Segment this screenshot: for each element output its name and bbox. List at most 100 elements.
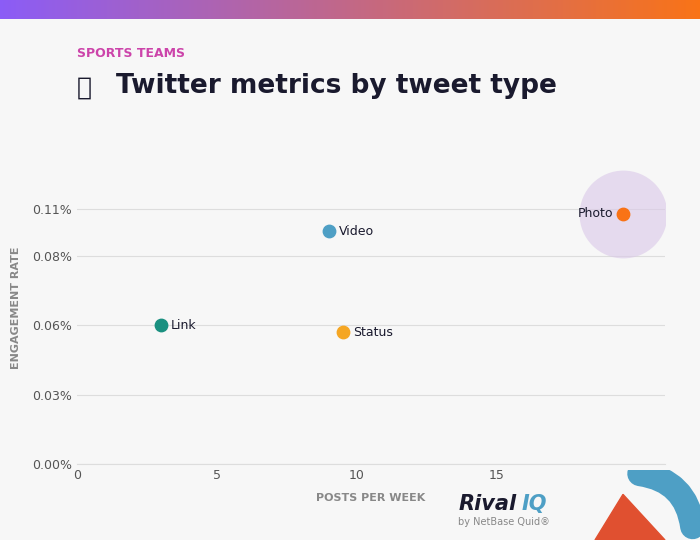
Bar — [99, 0, 101, 19]
Bar — [169, 0, 172, 19]
Bar — [218, 0, 221, 19]
Bar — [90, 0, 93, 19]
Bar — [120, 0, 123, 19]
Bar — [328, 0, 331, 19]
Bar — [396, 0, 399, 19]
Bar — [440, 0, 443, 19]
Bar — [366, 0, 369, 19]
Bar — [129, 0, 132, 19]
Bar — [492, 0, 495, 19]
Bar — [0, 0, 3, 19]
Bar — [227, 0, 230, 19]
Bar — [410, 0, 413, 19]
Bar — [69, 0, 71, 19]
Bar — [93, 0, 96, 19]
Bar — [454, 0, 456, 19]
Bar — [391, 0, 393, 19]
Bar — [159, 0, 161, 19]
Bar — [214, 0, 216, 19]
Bar — [244, 0, 246, 19]
FancyArrowPatch shape — [640, 474, 693, 526]
Bar — [566, 0, 568, 19]
Bar — [596, 0, 598, 19]
Bar — [221, 0, 224, 19]
Bar — [432, 0, 435, 19]
Bar — [205, 0, 208, 19]
Bar — [25, 0, 27, 19]
Bar — [123, 0, 126, 19]
Bar — [232, 0, 235, 19]
Bar — [16, 0, 19, 19]
Bar — [197, 0, 199, 19]
Bar — [482, 0, 484, 19]
Bar — [429, 0, 432, 19]
Bar — [191, 0, 194, 19]
Point — [337, 328, 349, 336]
Text: Status: Status — [353, 326, 393, 339]
Bar — [57, 0, 60, 19]
Bar — [118, 0, 120, 19]
Bar — [336, 0, 339, 19]
Bar — [276, 0, 279, 19]
Bar — [142, 0, 145, 19]
Bar — [697, 0, 700, 19]
Bar — [361, 0, 364, 19]
Bar — [326, 0, 328, 19]
Bar — [405, 0, 407, 19]
Bar — [55, 0, 57, 19]
Bar — [211, 0, 214, 19]
Bar — [3, 0, 6, 19]
Bar — [462, 0, 465, 19]
Bar — [189, 0, 191, 19]
Bar — [506, 0, 509, 19]
Text: by NetBase Quid®: by NetBase Quid® — [458, 517, 550, 527]
Bar — [331, 0, 334, 19]
Bar — [610, 0, 612, 19]
Bar — [465, 0, 468, 19]
Bar — [96, 0, 99, 19]
Bar — [309, 0, 312, 19]
Bar — [254, 0, 257, 19]
Y-axis label: ENGAGEMENT RATE: ENGAGEMENT RATE — [11, 247, 21, 369]
Bar — [643, 0, 645, 19]
Bar — [161, 0, 164, 19]
Bar — [262, 0, 265, 19]
Bar — [241, 0, 244, 19]
Bar — [547, 0, 550, 19]
Bar — [509, 0, 511, 19]
Bar — [317, 0, 320, 19]
Bar — [230, 0, 232, 19]
Bar — [662, 0, 664, 19]
Bar — [389, 0, 391, 19]
Bar — [470, 0, 473, 19]
Bar — [407, 0, 410, 19]
Bar — [369, 0, 372, 19]
Bar — [539, 0, 541, 19]
Bar — [684, 0, 686, 19]
Bar — [126, 0, 129, 19]
Bar — [568, 0, 571, 19]
Bar — [681, 0, 684, 19]
Text: Twitter metrics by tweet type: Twitter metrics by tweet type — [116, 73, 556, 99]
Bar — [514, 0, 517, 19]
Bar — [274, 0, 276, 19]
Bar — [615, 0, 618, 19]
Bar — [582, 0, 585, 19]
Bar — [607, 0, 610, 19]
Bar — [531, 0, 533, 19]
Bar — [320, 0, 323, 19]
Bar — [301, 0, 304, 19]
Bar — [265, 0, 268, 19]
Bar — [43, 0, 46, 19]
Bar — [347, 0, 350, 19]
Bar — [552, 0, 555, 19]
Bar — [344, 0, 347, 19]
Bar — [304, 0, 307, 19]
Bar — [673, 0, 675, 19]
Bar — [452, 0, 454, 19]
Bar — [601, 0, 604, 19]
Bar — [290, 0, 293, 19]
Bar — [459, 0, 462, 19]
Bar — [145, 0, 148, 19]
Bar — [374, 0, 377, 19]
